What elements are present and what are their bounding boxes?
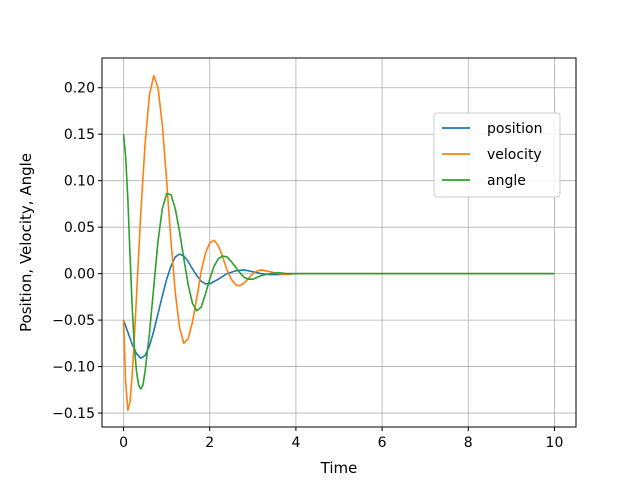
- x-tick-label: 2: [205, 435, 214, 451]
- series-line-position: [122, 253, 555, 360]
- x-tick-label: 0: [119, 435, 128, 451]
- x-tick-label: 8: [464, 435, 473, 451]
- x-tick-label: 6: [378, 435, 387, 451]
- x-tick-label: 10: [546, 435, 564, 451]
- legend-label-velocity: velocity: [487, 147, 542, 163]
- y-tick-label: −0.10: [52, 360, 95, 376]
- y-tick-label: −0.15: [52, 406, 95, 422]
- series-lines: [122, 74, 555, 412]
- legend-box: [433, 112, 561, 198]
- legend-label-angle: angle: [487, 173, 526, 189]
- axis-ticks: 0 2 4 6 8 10 −0.15 −0.10 −0.05 0.00 0.05 0.10 0.15 0.…: [52, 81, 563, 451]
- legend-label-position: position: [487, 121, 542, 137]
- y-tick-label: −0.05: [52, 313, 95, 329]
- plot-frame: [101, 57, 577, 428]
- y-tick-label: 0.00: [64, 267, 95, 283]
- legend: position velocity angle: [433, 112, 561, 198]
- y-tick-label: 0.15: [64, 127, 95, 143]
- series-line-velocity: [122, 74, 555, 412]
- y-tick-label: 0.05: [64, 220, 95, 236]
- y-tick-label: 0.20: [64, 81, 95, 97]
- x-axis-label: Time: [320, 459, 358, 477]
- x-tick-label: 4: [291, 435, 300, 451]
- y-axis-label: Position, Velocity, Angle: [17, 153, 35, 332]
- y-tick-label: 0.10: [64, 174, 95, 190]
- series-line-angle: [122, 134, 555, 390]
